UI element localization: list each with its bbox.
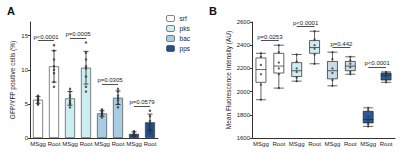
svg-text:Root: Root xyxy=(344,141,357,147)
svg-text:0: 0 xyxy=(25,135,29,141)
svg-text:p=0.0305: p=0.0305 xyxy=(97,77,123,83)
svg-text:MSgg: MSgg xyxy=(126,141,142,147)
svg-text:MSgg: MSgg xyxy=(30,141,46,147)
svg-text:MSgg: MSgg xyxy=(325,141,341,147)
svg-text:p<0.0001: p<0.0001 xyxy=(293,20,319,26)
svg-text:MSgg: MSgg xyxy=(360,141,376,147)
svg-text:A: A xyxy=(7,5,15,17)
svg-text:Root: Root xyxy=(308,141,321,147)
svg-text:Root: Root xyxy=(48,141,61,147)
svg-text:B: B xyxy=(209,5,217,17)
svg-text:1800: 1800 xyxy=(237,112,251,118)
svg-text:2600: 2600 xyxy=(237,19,251,25)
svg-text:10: 10 xyxy=(21,67,28,73)
svg-text:pks: pks xyxy=(180,25,191,33)
svg-text:pps: pps xyxy=(180,45,191,53)
svg-text:Root: Root xyxy=(80,141,93,147)
svg-text:MSgg: MSgg xyxy=(94,141,110,147)
svg-text:MSgg: MSgg xyxy=(253,141,269,147)
svg-text:Root: Root xyxy=(380,141,393,147)
svg-text:2200: 2200 xyxy=(237,65,251,71)
svg-text:p=0.0253: p=0.0253 xyxy=(257,34,283,40)
svg-text:2000: 2000 xyxy=(237,89,251,95)
svg-text:Root: Root xyxy=(112,141,125,147)
svg-text:5: 5 xyxy=(25,101,29,107)
svg-text:p<0.0001: p<0.0001 xyxy=(365,60,391,66)
svg-text:srf: srf xyxy=(180,15,187,22)
svg-text:MSgg: MSgg xyxy=(62,141,78,147)
svg-text:p=0.442: p=0.442 xyxy=(330,41,353,47)
svg-text:Mean Fluorescence Intensity (A: Mean Fluorescence Intensity (AU) xyxy=(225,31,233,129)
svg-text:Root: Root xyxy=(144,141,157,147)
svg-text:GFP/YFP positive cells (%): GFP/YFP positive cells (%) xyxy=(9,41,17,119)
svg-text:2400: 2400 xyxy=(237,42,251,48)
svg-text:MSgg: MSgg xyxy=(289,141,305,147)
svg-text:p<0.0001: p<0.0001 xyxy=(33,34,59,40)
svg-text:15: 15 xyxy=(21,33,28,39)
svg-text:Root: Root xyxy=(272,141,285,147)
svg-text:p=0.0579: p=0.0579 xyxy=(129,99,155,105)
svg-text:p=0.0005: p=0.0005 xyxy=(65,31,91,37)
svg-text:1600: 1600 xyxy=(237,135,251,141)
svg-text:bac: bac xyxy=(180,35,191,42)
